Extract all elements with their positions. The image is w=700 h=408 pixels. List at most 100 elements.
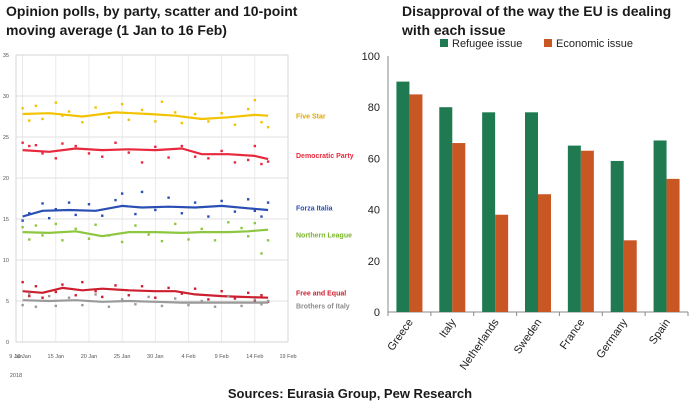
series-label: Northern League <box>296 232 352 239</box>
poll-point <box>94 223 97 226</box>
poll-point <box>114 141 117 144</box>
poll-point <box>54 222 58 226</box>
poll-point <box>220 199 223 203</box>
moving-average-line <box>22 147 269 161</box>
poll-point <box>28 294 31 298</box>
poll-point <box>127 118 130 121</box>
poll-point <box>246 235 250 238</box>
poll-point <box>227 221 230 224</box>
poll-point <box>34 285 38 288</box>
poll-point <box>21 303 24 307</box>
poll-point <box>28 119 31 122</box>
poll-point <box>207 120 210 123</box>
poll-point <box>101 155 104 158</box>
poll-point <box>87 152 91 155</box>
category-label: Netherlands <box>458 316 502 372</box>
poll-point <box>240 304 243 308</box>
legend-label: Economic issue <box>556 38 633 50</box>
legend-item: Economic issue <box>544 38 633 50</box>
poll-point <box>160 100 164 103</box>
poll-point <box>134 303 137 306</box>
bar-refugee-issue <box>567 145 581 312</box>
poll-point <box>260 294 263 297</box>
bar-refugee-issue <box>653 140 667 312</box>
poll-point <box>120 192 124 195</box>
poll-point <box>74 213 77 217</box>
poll-point <box>67 110 71 113</box>
bar-economic-issue <box>580 150 594 312</box>
poll-point <box>34 224 38 227</box>
category-label: Sweden <box>512 317 545 356</box>
poll-point <box>174 297 177 300</box>
series-free-and-equal: Free and Equal <box>21 280 346 304</box>
bar-refugee-issue <box>525 112 538 312</box>
poll-point <box>160 239 164 243</box>
right-chart-title: Disapproval of the way the EU is dealing… <box>402 3 672 38</box>
x-tick-label: 15 Jan <box>48 354 65 360</box>
poll-point <box>87 203 91 206</box>
poll-point <box>174 222 177 226</box>
y-tick-label: 15 <box>3 217 9 223</box>
poll-point <box>260 303 263 306</box>
poll-point <box>266 299 270 303</box>
poll-point <box>21 219 24 222</box>
poll-point <box>180 121 184 125</box>
moving-average-line <box>22 204 269 218</box>
poll-point <box>266 201 270 204</box>
poll-point <box>41 202 44 205</box>
x-tick-label: 4 Feb <box>181 354 195 360</box>
source-note: Sources: Eurasia Group, Pew Research <box>227 386 473 401</box>
poll-point <box>107 305 111 308</box>
moving-average-line <box>22 286 269 299</box>
x-tick-label: 14 Feb <box>246 354 263 360</box>
left-chart-title: Opinion polls, by party, scatter and 10-… <box>6 3 298 38</box>
series-label: Forza Italia <box>296 205 333 212</box>
bar-economic-issue <box>623 240 637 312</box>
y-tick-label: 0 <box>6 340 9 346</box>
poll-point <box>147 233 150 236</box>
bar-economic-issue <box>452 143 466 312</box>
poll-point <box>266 160 270 163</box>
series-label: Five Star <box>296 114 326 121</box>
poll-point <box>233 161 237 164</box>
bar-economic-issue <box>666 178 680 312</box>
poll-point <box>200 299 203 303</box>
poll-point <box>54 207 58 211</box>
poll-point <box>120 298 124 301</box>
poll-point <box>41 234 44 237</box>
poll-point <box>193 287 197 290</box>
category-label: Spain <box>647 317 673 347</box>
poll-point <box>200 227 203 231</box>
poll-point <box>120 103 124 106</box>
poll-point <box>220 112 223 115</box>
series-label: Democratic Party <box>296 153 354 160</box>
poll-point <box>187 238 190 241</box>
poll-point <box>81 303 84 307</box>
x-tick-label: 25 Jan <box>114 354 131 360</box>
poll-point <box>54 157 58 160</box>
poll-point <box>21 226 24 229</box>
poll-point <box>227 294 230 298</box>
poll-point <box>174 111 177 114</box>
poll-point <box>140 108 144 112</box>
poll-point <box>120 240 124 244</box>
poll-point <box>167 286 170 290</box>
poll-point <box>81 280 84 284</box>
category-label: Greece <box>385 317 416 353</box>
poll-point <box>220 289 223 293</box>
poll-point <box>253 98 257 102</box>
poll-point <box>154 120 157 123</box>
bar-refugee-issue <box>396 81 410 312</box>
x-tick-label: 19 Feb <box>279 354 296 360</box>
poll-point <box>101 214 104 217</box>
x-tick-label: 30 Jan <box>147 354 164 360</box>
moving-average-line <box>22 111 269 121</box>
poll-point <box>41 152 44 155</box>
poll-point <box>67 201 71 204</box>
poll-point <box>21 141 24 144</box>
poll-point <box>260 162 263 166</box>
poll-point <box>127 151 130 154</box>
poll-point <box>167 156 170 159</box>
